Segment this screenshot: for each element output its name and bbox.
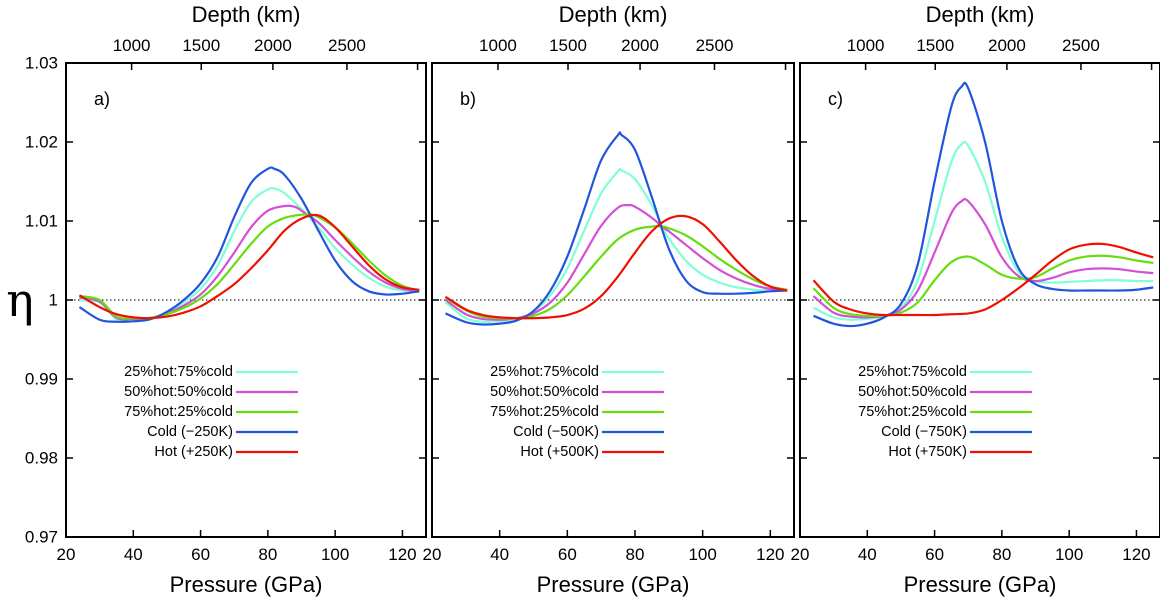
series-line — [444, 203, 788, 321]
x2-tick-label: 1500 — [549, 36, 587, 55]
x-tick-label: 100 — [688, 545, 716, 564]
series-line — [79, 204, 420, 321]
x-tick-label: 120 — [388, 545, 416, 564]
x2-tick-label: 2500 — [1062, 36, 1100, 55]
legend: 25%hot:75%cold 50%hot:50%cold 75%hot:25%co… — [858, 364, 1032, 460]
x-tick-label: 60 — [191, 545, 210, 564]
panel-label: c) — [828, 89, 843, 109]
x2-tick-label: 2000 — [621, 36, 659, 55]
x-axis-title: Pressure (GPa) — [537, 572, 690, 597]
x-tick-label: 40 — [490, 545, 509, 564]
x2-tick-label: 2000 — [254, 36, 292, 55]
x-tick-label: 80 — [992, 545, 1011, 564]
series-line — [79, 186, 420, 323]
x-tick-label: 100 — [1055, 545, 1083, 564]
x2-tick-label: 1500 — [182, 36, 220, 55]
y-tick-label: 0.99 — [25, 370, 58, 389]
x-tick-label: 80 — [258, 545, 277, 564]
legend-label: 25%hot:75%cold — [490, 364, 599, 380]
x-tick-label: 120 — [1122, 545, 1150, 564]
series-line — [78, 213, 420, 320]
y-tick-label: 1 — [49, 291, 58, 310]
x-tick-label: 20 — [57, 545, 76, 564]
series-line — [812, 140, 1154, 321]
y-tick-label: 1.02 — [25, 133, 58, 152]
y-tick-label: 0.98 — [25, 449, 58, 468]
x2-tick-label: 2500 — [696, 36, 734, 55]
legend: 25%hot:75%cold 50%hot:50%cold 75%hot:25%co… — [490, 364, 664, 460]
legend-label: 75%hot:25%cold — [124, 404, 233, 420]
x2-tick-label: 2500 — [328, 36, 366, 55]
x-tick-label: 60 — [558, 545, 577, 564]
x2-tick-label: 2000 — [988, 36, 1026, 55]
legend-label: Cold (−750K) — [881, 424, 967, 440]
panel-b: 20 40 60 80 100 120 1000 1500 2000 2500 Pressure (… — [423, 2, 795, 597]
panel-label: b) — [460, 89, 476, 109]
legend-label: 25%hot:75%cold — [124, 364, 233, 380]
legend-label: Hot (+250K) — [154, 444, 233, 460]
y-tick-label: 0.97 — [25, 528, 58, 547]
x-axis-title: Pressure (GPa) — [904, 572, 1057, 597]
legend-label: 50%hot:50%cold — [124, 384, 233, 400]
panel-a: 20 40 60 80 100 120 1000 1500 2000 2500 Pressure (… — [57, 2, 427, 597]
y-tick-label: 1.03 — [25, 54, 58, 73]
x2-axis-title: Depth (km) — [192, 2, 301, 27]
series-line — [444, 214, 788, 320]
series-line — [813, 81, 1154, 328]
x2-tick-label: 1000 — [113, 36, 151, 55]
legend-label: Cold (−500K) — [513, 424, 599, 440]
x2-axis-title: Depth (km) — [559, 2, 668, 27]
x-tick-label: 40 — [124, 545, 143, 564]
x2-axis-title: Depth (km) — [926, 2, 1035, 27]
legend-label: 50%hot:50%cold — [490, 384, 599, 400]
legend-label: 25%hot:75%cold — [858, 364, 967, 380]
legend-label: Hot (+750K) — [888, 444, 967, 460]
legend-label: 50%hot:50%cold — [858, 384, 967, 400]
series-line — [444, 225, 788, 320]
x-tick-label: 80 — [626, 545, 645, 564]
legend-label: Cold (−250K) — [147, 424, 233, 440]
x-axis-title: Pressure (GPa) — [170, 572, 323, 597]
series-line — [445, 131, 788, 326]
x-tick-label: 20 — [423, 545, 442, 564]
series-line — [444, 167, 788, 324]
panel-label: a) — [94, 89, 110, 109]
series-line — [812, 242, 1154, 317]
legend-label: Hot (+500K) — [520, 444, 599, 460]
legend-label: 75%hot:25%cold — [858, 404, 967, 420]
x2-tick-label: 1500 — [916, 36, 954, 55]
x-tick-label: 100 — [321, 545, 349, 564]
x-tick-label: 40 — [858, 545, 877, 564]
y-tick-label: 1.01 — [25, 212, 58, 231]
series-line — [812, 254, 1154, 318]
x2-tick-label: 1000 — [479, 36, 517, 55]
x-tick-label: 20 — [791, 545, 810, 564]
panel-c: 20 40 60 80 100 120 1000 1500 2000 2500 Pressure (… — [791, 2, 1160, 597]
series-line — [78, 166, 420, 323]
x-tick-label: 120 — [756, 545, 784, 564]
legend-label: 75%hot:25%cold — [490, 404, 599, 420]
x-tick-label: 60 — [925, 545, 944, 564]
y-axis-symbol: η — [6, 273, 34, 327]
legend: 25%hot:75%cold 50%hot:50%cold 75%hot:25%co… — [124, 364, 298, 460]
x2-tick-label: 1000 — [847, 36, 885, 55]
